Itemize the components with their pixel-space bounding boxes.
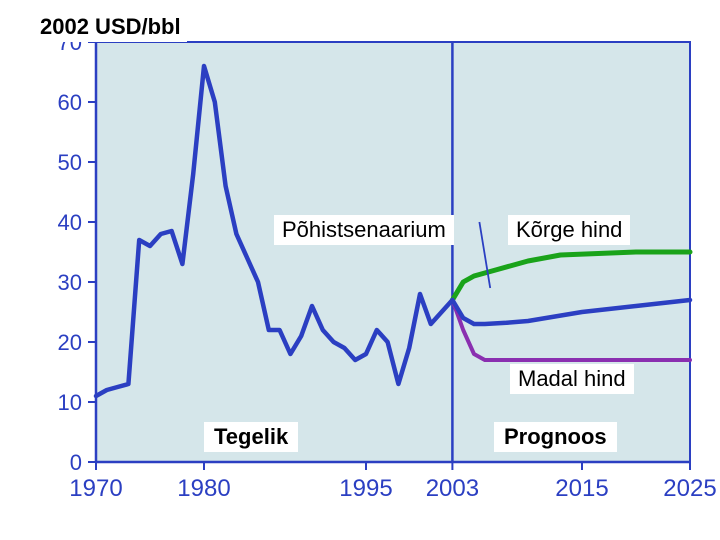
series-label-high: Kõrge hind xyxy=(508,215,630,245)
x-tick-label: 2025 xyxy=(663,475,716,502)
x-tick-label: 2003 xyxy=(426,475,479,502)
y-tick-label: 40 xyxy=(58,210,82,235)
x-tick-label: 1980 xyxy=(177,475,230,502)
x-tick-label: 2015 xyxy=(555,475,608,502)
y-tick-label: 0 xyxy=(70,450,82,475)
y-tick-label: 50 xyxy=(58,150,82,175)
y-tick-label: 30 xyxy=(58,270,82,295)
x-tick-label: 1995 xyxy=(339,475,392,502)
x-tick-label: 1970 xyxy=(69,475,122,502)
series-label-baseline: Põhistsenaarium xyxy=(274,215,454,245)
chart-container: 2002 USD/bbl Tegelik Prognoos Põhistsena… xyxy=(0,0,720,540)
series-label-low: Madal hind xyxy=(510,364,634,394)
region-label-actual: Tegelik xyxy=(204,422,298,452)
chart-svg: 010203040506070197019801995200320152025 xyxy=(0,0,720,540)
y-axis-title: 2002 USD/bbl xyxy=(34,12,187,42)
y-tick-label: 10 xyxy=(58,390,82,415)
region-label-forecast: Prognoos xyxy=(494,422,617,452)
y-tick-label: 60 xyxy=(58,90,82,115)
y-tick-label: 20 xyxy=(58,330,82,355)
